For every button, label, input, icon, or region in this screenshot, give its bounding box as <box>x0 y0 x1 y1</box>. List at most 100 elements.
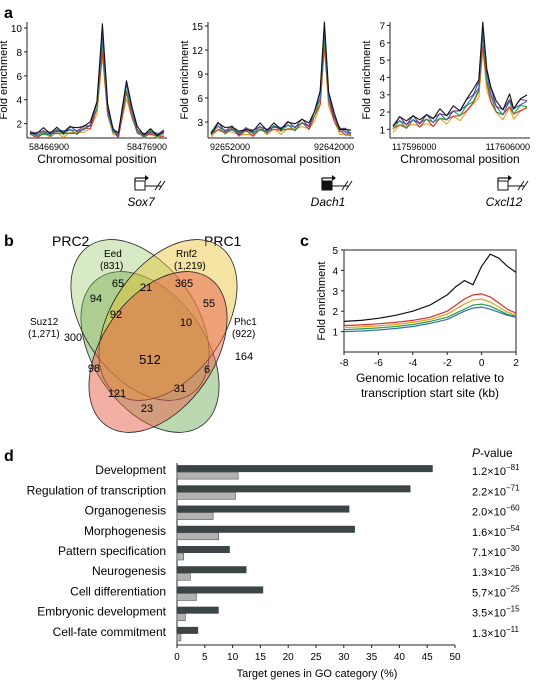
panel-c: -8 -6 -4 -2 0 2 1 2 3 4 5 Fold enrichment Genomic lo… <box>316 246 519 400</box>
panel-a-gene-exon <box>321 180 333 191</box>
panel-d-xtick-label: 50 <box>449 652 461 663</box>
panel-d-pvalue: 5.7×10−25 <box>472 584 520 599</box>
panel-d-xtick-label: 30 <box>338 652 350 663</box>
panel-d-bar-background <box>176 492 236 500</box>
panel-c-xlabel-line1: Genomic location relative to <box>356 371 504 385</box>
panel-d-xtick-label: 35 <box>366 652 378 663</box>
panel-a-chart2-series-line <box>210 38 352 137</box>
panel-d-category-label: Cell-fate commitment <box>53 625 167 639</box>
panel-d-category-label: Regulation of transcription <box>27 483 166 497</box>
panel-d-pvalue: 1.2×10−81 <box>472 463 520 478</box>
panel-d-category-label: Neurogenesis <box>92 564 166 578</box>
panel-label-a: a <box>4 5 13 22</box>
panel-label-d: d <box>4 448 14 465</box>
panel-a-gene-name: Dach1 <box>311 195 346 209</box>
panel-c-series-line <box>343 253 517 322</box>
panel-a-chart2-xend: 92642000 <box>314 142 354 152</box>
panel-d-xtick-label: 25 <box>310 652 322 663</box>
panel-a-ytick-label: 4 <box>379 73 385 84</box>
panel-c-series-line <box>343 303 517 331</box>
venn-region-rnf2-phc1-suz12: 6 <box>204 364 210 376</box>
panel-a-ytick-label: 7 <box>379 21 385 32</box>
venn-set-rnf2-name: Rnf2 <box>176 249 198 260</box>
panel-d-category-label: Organogenesis <box>85 504 166 518</box>
panel-a-chart3-series-line <box>392 21 528 128</box>
panel-a-chart2-series-line <box>210 48 351 139</box>
panel-a-ytick-label: 6 <box>16 72 22 83</box>
venn-set-suz12-name: Suz12 <box>30 317 59 328</box>
venn-set-phc1-count: (922) <box>232 329 255 340</box>
venn-set-eed-count: (831) <box>100 261 123 272</box>
panel-a-gene-exon <box>497 180 509 191</box>
venn-set-eed-name: Eed <box>104 249 122 260</box>
panel-a-chart1-xstart: 58466900 <box>29 142 69 152</box>
break-mark-icon <box>341 180 353 191</box>
panel-d-bar-background <box>176 512 214 520</box>
panel-d-bar-targets <box>177 525 355 533</box>
panel-a-ytick-label: 5 <box>379 56 385 67</box>
panel-a-ytick-label: 6 <box>379 39 385 50</box>
panel-a-ytick-label: 12 <box>192 46 204 57</box>
panel-d-category-label: Morphogenesis <box>84 524 166 538</box>
venn-region-all-four: 512 <box>139 352 161 367</box>
panel-d-pvalue: 1.6×10−54 <box>472 524 520 539</box>
panel-c-plot-frame <box>343 249 517 353</box>
panel-d-xlabel: Target genes in GO category (%) <box>237 668 398 680</box>
venn-region-eed-rnf2: 21 <box>140 282 152 294</box>
panel-c-ytick-label: 3 <box>332 287 338 298</box>
panel-c-ytick-label: 2 <box>332 307 338 318</box>
panel-a-ytick-label: 3 <box>379 91 385 102</box>
panel-d-bar-background <box>176 613 186 621</box>
panel-d-bar-background <box>176 471 239 480</box>
panel-c-xtick-label: -2 <box>443 358 452 369</box>
venn-set-suz12-count: (1,271) <box>28 329 60 340</box>
venn-region-eed-rnf2-phc1: 10 <box>180 317 192 329</box>
panel-a-chart1-series-line <box>29 23 165 137</box>
panel-d: 0 5 10 15 20 25 30 35 40 45 50 Target genes in GO c… <box>27 446 520 680</box>
panel-a-chart1-series-line <box>29 27 165 138</box>
venn-region-rnf2-only: 365 <box>175 278 193 290</box>
panel-c-xtick-label: -6 <box>374 358 383 369</box>
panel-d-bar-background <box>176 552 184 561</box>
panel-label-c: c <box>300 233 309 250</box>
panel-a-ytick-label: 8 <box>16 48 22 59</box>
panel-a-ytick-label: 3 <box>197 118 203 129</box>
panel-c-ytick-label: 1 <box>332 328 338 339</box>
panel-b-venn: PRC2 PRC1 Eed (831) Rnf2 (1,219) Suz12 (… <box>28 233 257 433</box>
panel-d-bar-targets <box>177 626 199 634</box>
panel-d-bar-targets <box>177 586 264 594</box>
panel-c-series-line <box>343 306 517 333</box>
panel-c-ylabel: Fold enrichment <box>316 262 328 341</box>
panel-c-series-line <box>343 293 517 327</box>
panel-a-ytick-label: 10 <box>11 24 23 35</box>
panel-c-xlabel-line2: transcription start site (kb) <box>361 386 499 400</box>
panel-a-chart2-series-line <box>210 21 352 135</box>
venn-region-suz12-phc1: 98 <box>88 363 100 375</box>
panel-d-category-label: Development <box>95 463 166 477</box>
panel-d-pvalue: 2.2×10−71 <box>472 483 520 498</box>
panel-d-xtick-label: 15 <box>255 652 267 663</box>
panel-label-b: b <box>4 233 14 250</box>
panel-c-ytick-label: 5 <box>332 246 338 257</box>
panel-d-pvalue: 7.1×10−30 <box>472 544 520 559</box>
panel-a-chart1-ylabel: Fold enrichment <box>0 41 10 120</box>
panel-c-xtick-label: 0 <box>479 358 485 369</box>
panel-d-pvalue: 1.3×10−11 <box>472 625 519 640</box>
venn-region-suz12-only: 300 <box>64 332 82 344</box>
panel-a-chart2-ylabel: Fold enrichment <box>179 41 191 120</box>
panel-a-chart3-xend: 117606000 <box>486 142 530 152</box>
panel-a-gene-exon <box>134 180 146 191</box>
panel-a-chart1-xend: 58476900 <box>127 142 167 152</box>
panel-d-xtick-label: 45 <box>422 652 434 663</box>
panel-d-xtick-label: 10 <box>227 652 239 663</box>
panel-a-ytick-label: 2 <box>379 108 385 119</box>
panel-d-bar-targets <box>177 566 247 574</box>
panel-a-chart3-xlabel: Chromosomal position <box>400 152 519 166</box>
panel-d-bar-targets <box>177 546 230 553</box>
panel-c-ytick-label: 4 <box>332 266 338 277</box>
panel-c-xtick-label: 2 <box>513 358 519 369</box>
panel-a-ytick-label: 15 <box>192 22 204 33</box>
panel-d-category-label: Pattern specification <box>58 544 166 558</box>
